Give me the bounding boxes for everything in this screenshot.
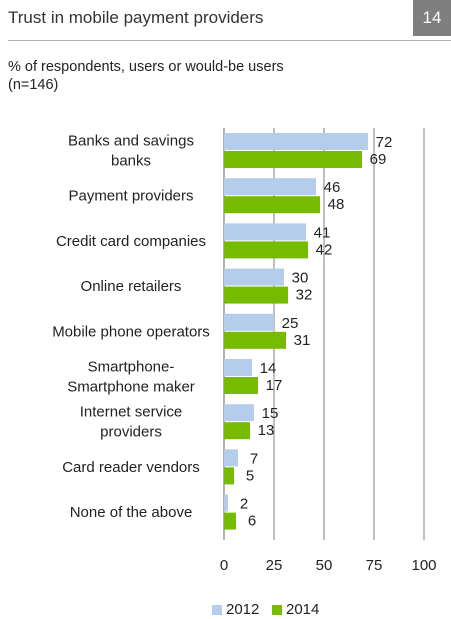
data-label-2012-row-2: 41 bbox=[314, 224, 331, 241]
x-tick-label-100: 100 bbox=[411, 557, 436, 574]
data-label-2014-row-6: 13 bbox=[258, 422, 275, 439]
x-tick-label-50: 50 bbox=[316, 557, 333, 574]
bar-2014-row-0 bbox=[224, 151, 362, 168]
header: Trust in mobile payment providers 14 bbox=[0, 0, 451, 40]
category-label-line: banks bbox=[111, 153, 151, 170]
data-label-2012-row-3: 30 bbox=[292, 270, 309, 287]
bar-2014-row-3 bbox=[224, 286, 288, 304]
category-label-row-4: Mobile phone operators bbox=[52, 323, 210, 340]
legend-swatch-2014 bbox=[272, 604, 282, 615]
data-label-2012-row-5: 14 bbox=[260, 360, 277, 377]
category-label-row-8: None of the above bbox=[70, 504, 193, 521]
data-label-2014-row-3: 32 bbox=[296, 287, 313, 304]
bar-2012-row-7 bbox=[224, 449, 238, 467]
category-label-line: None of the above bbox=[70, 504, 193, 521]
bar-2012-row-4 bbox=[224, 313, 274, 331]
x-tick-label-25: 25 bbox=[266, 557, 283, 574]
data-label-2012-row-6: 15 bbox=[262, 405, 279, 422]
legend-item-2012: 2012 bbox=[212, 601, 259, 618]
category-label-line: Card reader vendors bbox=[62, 459, 200, 476]
data-label-2014-row-4: 31 bbox=[294, 332, 311, 349]
category-label-line: Payment providers bbox=[68, 188, 193, 205]
bar-2014-row-5 bbox=[224, 377, 258, 394]
bar-2012-row-2 bbox=[224, 223, 306, 241]
subtitle-line-1: % of respondents, users or would-be user… bbox=[8, 59, 284, 75]
bar-2014-row-8 bbox=[224, 512, 236, 530]
x-tick-label-75: 75 bbox=[366, 557, 383, 574]
bar-2014-row-2 bbox=[224, 241, 308, 259]
bar-2014-row-6 bbox=[224, 422, 250, 440]
category-label-row-5: Smartphone- Smartphone maker bbox=[67, 359, 195, 396]
bar-2014-row-4 bbox=[224, 331, 286, 349]
bar-2012-row-8 bbox=[224, 494, 228, 512]
data-label-2012-row-7: 7 bbox=[250, 450, 258, 467]
bar-2012-row-3 bbox=[224, 268, 284, 286]
x-tick-label-0: 0 bbox=[220, 557, 228, 574]
category-label-line: Smartphone maker bbox=[67, 379, 195, 396]
page-title: Trust in mobile payment providers bbox=[8, 8, 264, 27]
category-label-line: Online retailers bbox=[81, 278, 182, 295]
bar-2014-row-1 bbox=[224, 196, 320, 214]
bar-2012-row-5 bbox=[224, 359, 252, 376]
data-label-2014-row-2: 42 bbox=[316, 241, 333, 258]
category-label-line: Mobile phone operators bbox=[52, 323, 210, 340]
data-label-2014-row-1: 48 bbox=[328, 196, 345, 213]
category-label-row-6: Internet service providers bbox=[80, 404, 183, 441]
bar-2014-row-7 bbox=[224, 467, 234, 485]
category-label-line: Banks and savings bbox=[68, 133, 194, 150]
data-label-2012-row-8: 2 bbox=[240, 496, 248, 513]
category-label-line: Internet service bbox=[80, 404, 183, 421]
data-label-2014-row-5: 17 bbox=[266, 377, 283, 394]
data-label-2012-row-0: 72 bbox=[376, 134, 393, 151]
category-label-line: providers bbox=[100, 424, 162, 441]
legend-label-2014: 2014 bbox=[286, 601, 320, 618]
legend-label-2012: 2012 bbox=[226, 601, 260, 618]
data-label-2012-row-1: 46 bbox=[324, 179, 341, 196]
category-label-row-7: Card reader vendors bbox=[62, 459, 200, 476]
legend-swatch-2012 bbox=[212, 604, 222, 615]
data-label-2014-row-7: 5 bbox=[246, 467, 254, 484]
data-label-2012-row-4: 25 bbox=[282, 315, 299, 332]
chart-subtitle: % of respondents, users or would-be user… bbox=[8, 58, 284, 94]
category-label-row-1: Payment providers bbox=[68, 188, 193, 205]
category-label-row-2: Credit card companies bbox=[56, 233, 206, 250]
bar-2012-row-0 bbox=[224, 133, 368, 150]
category-label-row-0: Banks and savings banks bbox=[68, 133, 194, 170]
data-label-2014-row-8: 6 bbox=[248, 513, 256, 530]
category-label-line: Credit card companies bbox=[56, 233, 206, 250]
category-label-line: Smartphone- bbox=[88, 359, 175, 376]
category-label-row-3: Online retailers bbox=[81, 278, 182, 295]
subtitle-line-2: (n=146) bbox=[8, 77, 59, 93]
page-number-badge: 14 bbox=[413, 0, 451, 36]
bar-2012-row-6 bbox=[224, 404, 254, 422]
data-label-2014-row-0: 69 bbox=[370, 151, 387, 168]
bar-2012-row-1 bbox=[224, 178, 316, 196]
title-divider bbox=[8, 40, 451, 41]
legend-item-2014: 2014 bbox=[272, 601, 319, 618]
